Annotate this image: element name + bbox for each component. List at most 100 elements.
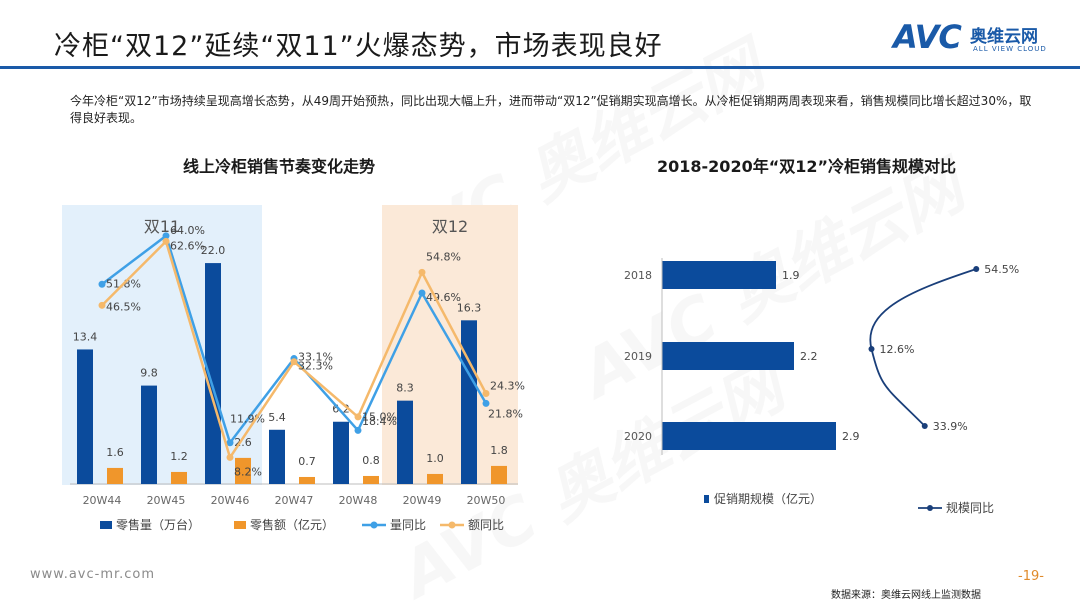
logo-name-cn: 奥维云网 (970, 27, 1038, 47)
amount-yoy-point (226, 453, 234, 461)
page-number: -19- (1018, 569, 1044, 584)
legend-swatch (704, 495, 709, 503)
amount-yoy-point (354, 413, 362, 421)
logo-name-en: ALL VIEW CLOUD (973, 45, 1047, 53)
amount-label: 1.6 (106, 446, 124, 459)
x-tick-label: 20W44 (83, 494, 122, 507)
scale-bar-label: 2.9 (842, 430, 860, 443)
amount-yoy-label: 54.8% (426, 250, 461, 263)
amount-yoy-point (418, 268, 426, 276)
volume-yoy-point (98, 280, 106, 288)
legend-label: 量同比 (390, 518, 426, 532)
legend-label: 零售量（万台） (116, 517, 200, 532)
volume-bar (205, 263, 221, 484)
amount-bar (171, 471, 187, 484)
volume-yoy-point (354, 426, 362, 434)
volume-bar (77, 349, 93, 484)
volume-bar (269, 429, 285, 484)
scale-yoy-label: 54.5% (984, 263, 1019, 276)
header: 冷柜“双12”延续“双11”火爆态势，市场表现良好 AVC 奥维云网 ALL V… (0, 0, 1080, 70)
highlight-label: 双11 (144, 217, 180, 236)
x-tick-label: 20W50 (467, 494, 506, 507)
legend-label: 零售额（亿元） (250, 517, 334, 532)
volume-yoy-point (162, 232, 170, 240)
left-chart-title: 线上冷柜销售节奏变化走势 (183, 157, 376, 176)
volume-label: 16.3 (457, 301, 482, 314)
legend-marker (448, 521, 456, 529)
volume-label: 8.3 (396, 382, 414, 395)
legend-swatch (100, 521, 112, 529)
amount-bar (491, 465, 507, 484)
x-tick-label: 20W47 (275, 494, 314, 507)
scale-bar (662, 342, 794, 370)
amount-label: 1.2 (170, 450, 188, 463)
volume-yoy-label: 33.1% (298, 351, 333, 364)
legend-label: 额同比 (468, 518, 504, 532)
amount-bar (299, 476, 315, 484)
amount-label: 0.7 (298, 455, 316, 468)
volume-yoy-label: 15.0% (362, 410, 397, 423)
volume-yoy-point (482, 399, 490, 407)
amount-label: 0.8 (362, 454, 380, 467)
scale-yoy-point (921, 423, 928, 429)
right-chart-title: 2018-2020年“双12”冷柜销售规模对比 (657, 157, 957, 176)
highlight-label: 双12 (432, 217, 468, 236)
data-source: 数据来源：奥维云网线上监测数据 (831, 590, 981, 601)
volume-label: 13.4 (73, 330, 98, 343)
scale-yoy-label: 33.9% (933, 420, 968, 433)
amount-label: 1.0 (426, 452, 444, 465)
scale-yoy-label: 12.6% (880, 343, 915, 356)
volume-label: 9.8 (140, 367, 158, 380)
amount-yoy-label: 24.3% (490, 379, 525, 392)
amount-bar (427, 473, 443, 484)
volume-bar (397, 400, 413, 484)
amount-yoy-point (290, 358, 298, 366)
scale-bar (662, 422, 836, 450)
volume-bar (461, 320, 477, 484)
amount-label: 1.8 (490, 444, 508, 457)
volume-yoy-label: 64.0% (170, 224, 205, 237)
intro-paragraph: 今年冷柜“双12”市场持续呈现高增长态势，从49周开始预热，同比出现大幅上升，进… (70, 94, 1032, 125)
amount-bar (363, 475, 379, 484)
amount-yoy-label: 18.4% (362, 415, 397, 428)
avc-logo: AVC 奥维云网 ALL VIEW CLOUD (893, 18, 1053, 58)
x-tick-label: 20W48 (339, 494, 378, 507)
amount-yoy-point (162, 237, 170, 245)
scale-yoy-point (973, 266, 980, 272)
scale-bar (662, 261, 776, 289)
y-tick-label: 2019 (624, 350, 652, 363)
title-divider (0, 66, 1080, 69)
volume-label: 5.4 (268, 411, 286, 424)
legend-label: 规模同比 (946, 500, 994, 515)
legend-label: 促销期规模（亿元） (714, 491, 822, 506)
amount-yoy-point (98, 301, 106, 309)
scale-bar-label: 2.2 (800, 350, 818, 363)
volume-yoy-point (418, 289, 426, 297)
volume-label: 22.0 (201, 244, 226, 257)
amount-yoy-label: 8.2% (234, 465, 262, 478)
page-title: 冷柜“双12”延续“双11”火爆态势，市场表现良好 (54, 31, 663, 62)
volume-bar (141, 385, 157, 484)
y-tick-label: 2018 (624, 269, 652, 282)
scale-bar-label: 1.9 (782, 269, 800, 282)
legend-marker (927, 505, 933, 511)
volume-yoy-point (226, 439, 234, 447)
x-tick-label: 20W49 (403, 494, 442, 507)
footer-url[interactable]: www.avc-mr.com (30, 567, 156, 582)
legend-swatch (234, 521, 246, 529)
x-tick-label: 20W45 (147, 494, 186, 507)
amount-yoy-label: 32.3% (298, 360, 333, 373)
volume-bar (333, 421, 349, 484)
volume-yoy-label: 21.8% (488, 407, 523, 420)
amount-yoy-label: 62.6% (170, 239, 205, 252)
logo-mark: AVC (893, 18, 962, 56)
x-tick-label: 20W46 (211, 494, 250, 507)
amount-bar (107, 467, 123, 484)
amount-yoy-point (482, 389, 490, 397)
y-tick-label: 2020 (624, 430, 652, 443)
scale-yoy-point (868, 346, 875, 352)
amount-yoy-label: 46.5% (106, 300, 141, 313)
volume-yoy-label: 49.6% (426, 291, 461, 304)
legend-marker (370, 521, 378, 529)
